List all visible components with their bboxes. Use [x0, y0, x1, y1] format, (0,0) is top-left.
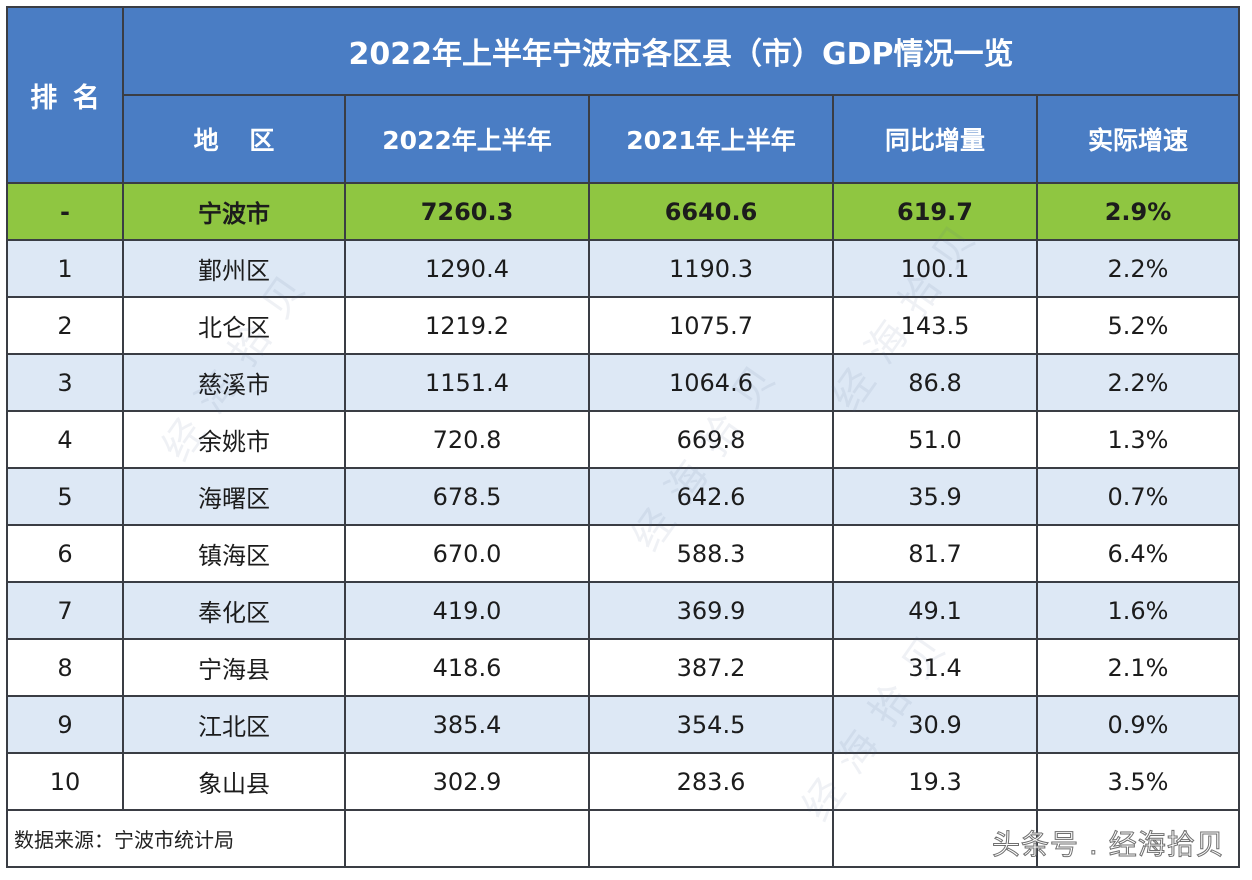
gdp-2021-h1-cell: 387.2: [590, 640, 832, 695]
real-growth-cell: 0.7%: [1038, 469, 1238, 524]
rank-cell: 4: [8, 412, 122, 467]
rank-cell: 8: [8, 640, 122, 695]
yoy-increase-cell: 81.7: [834, 526, 1036, 581]
gdp-2021-h1-cell: 283.6: [590, 754, 832, 809]
yoy-increase-cell: 35.9: [834, 469, 1036, 524]
real-growth-cell: 2.9%: [1038, 184, 1238, 239]
table-title: 2022年上半年宁波市各区县（市）GDP情况一览: [124, 8, 1238, 94]
gdp-2022-h1-cell: 678.5: [346, 469, 588, 524]
region-cell: 宁波市: [124, 184, 344, 239]
real-growth-cell: 3.5%: [1038, 754, 1238, 809]
real-growth-cell: 2.2%: [1038, 241, 1238, 296]
rank-cell: 6: [8, 526, 122, 581]
gdp-2021-h1-column-header: 2021年上半年: [590, 96, 832, 182]
real-growth-cell: 1.3%: [1038, 412, 1238, 467]
gdp-2021-h1-cell: 1075.7: [590, 298, 832, 353]
gdp-table: 排 名 2022年上半年宁波市各区县（市）GDP情况一览 地 区 2022年上半…: [6, 6, 1240, 868]
region-cell: 北仑区: [124, 298, 344, 353]
rank-cell: -: [8, 184, 122, 239]
region-cell: 镇海区: [124, 526, 344, 581]
gdp-2021-h1-cell: 354.5: [590, 697, 832, 752]
rank-cell: 2: [8, 298, 122, 353]
gdp-2022-h1-cell: 1151.4: [346, 355, 588, 410]
region-cell: 余姚市: [124, 412, 344, 467]
data-source-note: 数据来源：宁波市统计局: [8, 811, 344, 866]
region-cell: 奉化区: [124, 583, 344, 638]
gdp-2022-h1-cell: 720.8: [346, 412, 588, 467]
yoy-increase-cell: 619.7: [834, 184, 1036, 239]
gdp-2022-h1-cell: 418.6: [346, 640, 588, 695]
yoy-increase-cell: 51.0: [834, 412, 1036, 467]
rank-column-header: 排 名: [8, 8, 122, 182]
footer-empty-cell: [1038, 811, 1238, 866]
rank-cell: 9: [8, 697, 122, 752]
footer-empty-cell: [834, 811, 1036, 866]
yoy-increase-cell: 143.5: [834, 298, 1036, 353]
gdp-2022-h1-cell: 7260.3: [346, 184, 588, 239]
gdp-2021-h1-cell: 6640.6: [590, 184, 832, 239]
gdp-2021-h1-cell: 669.8: [590, 412, 832, 467]
real-growth-cell: 6.4%: [1038, 526, 1238, 581]
yoy-increase-cell: 86.8: [834, 355, 1036, 410]
real-growth-column-header: 实际增速: [1038, 96, 1238, 182]
gdp-2021-h1-cell: 642.6: [590, 469, 832, 524]
real-growth-cell: 2.2%: [1038, 355, 1238, 410]
gdp-2022-h1-cell: 419.0: [346, 583, 588, 638]
gdp-2022-h1-column-header: 2022年上半年: [346, 96, 588, 182]
rank-cell: 5: [8, 469, 122, 524]
gdp-2021-h1-cell: 588.3: [590, 526, 832, 581]
yoy-increase-cell: 49.1: [834, 583, 1036, 638]
region-cell: 宁海县: [124, 640, 344, 695]
gdp-2022-h1-cell: 1290.4: [346, 241, 588, 296]
region-column-header: 地 区: [124, 96, 344, 182]
rank-cell: 3: [8, 355, 122, 410]
gdp-2022-h1-cell: 385.4: [346, 697, 588, 752]
yoy-increase-cell: 31.4: [834, 640, 1036, 695]
region-cell: 慈溪市: [124, 355, 344, 410]
region-cell: 鄞州区: [124, 241, 344, 296]
yoy-increase-cell: 19.3: [834, 754, 1036, 809]
region-cell: 象山县: [124, 754, 344, 809]
gdp-2021-h1-cell: 1064.6: [590, 355, 832, 410]
real-growth-cell: 2.1%: [1038, 640, 1238, 695]
rank-cell: 1: [8, 241, 122, 296]
gdp-2021-h1-cell: 1190.3: [590, 241, 832, 296]
yoy-increase-cell: 30.9: [834, 697, 1036, 752]
rank-cell: 10: [8, 754, 122, 809]
region-cell: 江北区: [124, 697, 344, 752]
real-growth-cell: 1.6%: [1038, 583, 1238, 638]
gdp-2022-h1-cell: 670.0: [346, 526, 588, 581]
footer-empty-cell: [346, 811, 588, 866]
real-growth-cell: 0.9%: [1038, 697, 1238, 752]
real-growth-cell: 5.2%: [1038, 298, 1238, 353]
yoy-increase-cell: 100.1: [834, 241, 1036, 296]
rank-cell: 7: [8, 583, 122, 638]
footer-empty-cell: [590, 811, 832, 866]
yoy-increase-column-header: 同比增量: [834, 96, 1036, 182]
gdp-2022-h1-cell: 302.9: [346, 754, 588, 809]
gdp-2021-h1-cell: 369.9: [590, 583, 832, 638]
gdp-2022-h1-cell: 1219.2: [346, 298, 588, 353]
region-cell: 海曙区: [124, 469, 344, 524]
